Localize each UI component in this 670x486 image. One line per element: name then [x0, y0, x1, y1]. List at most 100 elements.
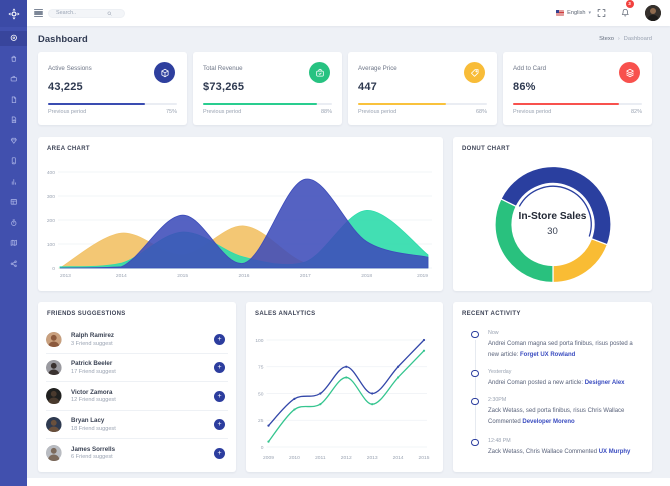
stat-progress-fill	[513, 102, 619, 105]
fullscreen-button[interactable]	[597, 9, 606, 18]
tag-icon	[470, 68, 479, 77]
sidebar-item-file[interactable]	[0, 90, 27, 111]
activity-link[interactable]: UX Murphy	[598, 449, 631, 455]
svg-text:2015: 2015	[177, 273, 188, 279]
search-input[interactable]	[49, 10, 107, 17]
language-selector[interactable]: English ▾	[555, 10, 591, 16]
friend-row: James Sorrells 6 Friend suggest +	[46, 439, 228, 467]
activity-text: Andrei Coman posted a new article: Desig…	[488, 380, 625, 386]
friend-name: James Sorrells	[71, 445, 116, 453]
donut-chart-card: DONUT CHART In-Store Sales 30	[453, 137, 652, 291]
svg-text:2009: 2009	[263, 455, 274, 461]
menu-toggle-button[interactable]	[34, 9, 43, 17]
stat-percent: 82%	[630, 108, 642, 115]
file-chart-icon	[11, 117, 16, 124]
sidebar-item-disc[interactable]	[0, 28, 27, 49]
friends-title: FRIENDS SUGGESTIONS	[47, 311, 126, 317]
stat-progress-track	[48, 102, 177, 105]
svg-text:2015: 2015	[419, 455, 430, 461]
svg-text:2012: 2012	[341, 455, 352, 461]
sidebar-item-share[interactable]	[0, 254, 27, 275]
topbar-actions: English ▾ 3	[510, 0, 670, 26]
friend-row: Ralph Ramirez 3 Friend suggest +	[46, 326, 228, 354]
sidebar-item-bar-chart[interactable]	[0, 172, 27, 193]
activity-link[interactable]: Forget UX Rowland	[520, 352, 576, 359]
svg-text:2014: 2014	[116, 273, 127, 279]
stat-percent: 68%	[475, 108, 487, 115]
recent-activity-title: RECENT ACTIVITY	[462, 311, 521, 317]
stat-label: Active Sessions	[48, 65, 92, 72]
app-logo[interactable]	[0, 0, 27, 27]
stopwatch-icon	[10, 219, 17, 226]
stat-period-label: Previous period	[203, 108, 242, 115]
layers-icon	[625, 68, 634, 77]
stat-percent: 88%	[320, 108, 332, 115]
friend-name: Bryan Lacy	[71, 417, 105, 425]
stat-icon-circle	[464, 62, 485, 83]
sidebar-item-map[interactable]	[0, 233, 27, 254]
area-chart[interactable]: 0 100 200 300 400 2013 2014 2015 2016 2017 2018 201…	[38, 137, 443, 291]
svg-text:0: 0	[261, 445, 264, 451]
friend-row: Bryan Lacy 18 Friend suggest +	[46, 411, 228, 440]
disc-icon	[10, 35, 17, 42]
add-friend-button[interactable]: +	[214, 419, 225, 431]
activity-link[interactable]: Developer Moreno	[522, 419, 575, 426]
svg-text:400: 400	[47, 170, 55, 176]
sidebar-item-table[interactable]	[0, 192, 27, 213]
timeline-dot-icon	[471, 330, 479, 338]
sidebar-item-stopwatch[interactable]	[0, 213, 27, 234]
friend-avatar	[46, 388, 62, 404]
stat-value: 86%	[513, 81, 536, 93]
svg-text:2010: 2010	[289, 455, 300, 461]
sidebar-item-shopping-bag[interactable]	[0, 49, 27, 70]
mobile-icon	[11, 157, 16, 165]
activity-time: Yesterday	[488, 369, 512, 375]
stat-icon-circle	[619, 62, 640, 83]
activity-text: Zack Wetass, sed porta finibus, risus Ch…	[488, 408, 625, 426]
breadcrumb-home[interactable]: Stexo	[599, 36, 614, 42]
svg-text:200: 200	[47, 218, 55, 224]
donut-chart[interactable]	[453, 137, 652, 291]
timeline-dot-icon	[471, 397, 479, 405]
add-friend-button[interactable]: +	[214, 362, 225, 374]
briefcase-check-icon	[315, 68, 324, 77]
stat-progress-fill	[203, 102, 317, 105]
topbar: English ▾ 3	[27, 0, 670, 26]
chevron-down-icon: ▾	[588, 10, 591, 16]
stat-percent: 75%	[165, 108, 177, 115]
friend-avatar	[46, 359, 62, 376]
bell-icon	[621, 8, 629, 17]
friend-suggest-count: 3 Friend suggest	[71, 340, 113, 347]
sidebar-item-briefcase[interactable]	[0, 69, 27, 90]
sidebar-item-file-chart[interactable]	[0, 110, 27, 131]
stat-label: Add to Card	[513, 65, 547, 72]
stat-period-label: Previous period	[513, 108, 552, 115]
activity-item: Now Andrei Coman magna sed porta finibus,…	[468, 330, 644, 361]
donut-chart-title: DONUT CHART	[462, 146, 510, 152]
svg-text:2014: 2014	[393, 455, 404, 461]
map-icon	[10, 240, 17, 247]
friend-avatar	[46, 416, 62, 433]
activity-item: Yesterday Andrei Coman posted a new artic…	[468, 369, 644, 389]
activity-link[interactable]: Designer Alex	[584, 380, 625, 386]
fullscreen-icon	[597, 9, 606, 17]
recent-activity-card: RECENT ACTIVITY Now Andrei Coman magna se…	[453, 302, 652, 472]
sidebar-item-mobile[interactable]	[0, 151, 27, 172]
stat-progress-track	[358, 102, 487, 105]
stat-value: $73,265	[203, 81, 245, 93]
friend-suggest-count: 6 Friend suggest	[71, 454, 113, 461]
sidebar-item-gem[interactable]	[0, 131, 27, 152]
add-friend-button[interactable]: +	[214, 390, 225, 402]
page-header: Dashboard Stexo › Dashboard	[38, 33, 652, 47]
briefcase-icon	[10, 76, 17, 82]
notifications-button[interactable]: 3	[621, 0, 634, 22]
gem-icon	[10, 137, 17, 144]
stat-label: Average Price	[358, 65, 397, 72]
add-friend-button[interactable]: +	[214, 447, 225, 459]
user-avatar[interactable]	[645, 5, 661, 21]
svg-text:0: 0	[52, 266, 55, 272]
sales-analytics-chart[interactable]: 0 25 50 75 100 2009 2010 2011 2012 2013 2014 2015	[246, 302, 443, 472]
add-friend-button[interactable]: +	[214, 334, 225, 345]
svg-text:2018: 2018	[361, 273, 372, 279]
area-chart-title: AREA CHART	[47, 146, 90, 152]
